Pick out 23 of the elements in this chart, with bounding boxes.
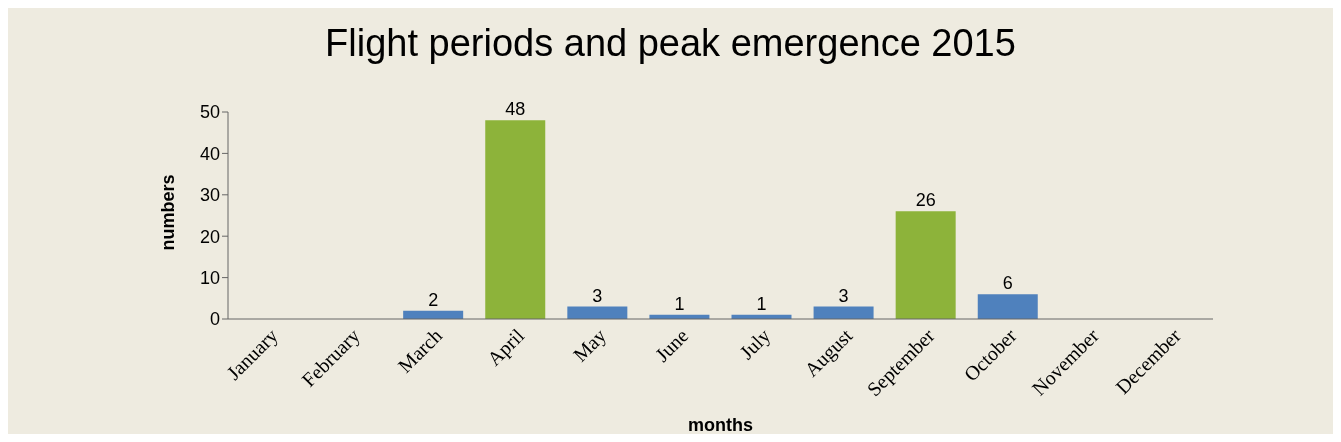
data-label: 1 — [756, 293, 767, 314]
y-tick-label: 30 — [199, 185, 220, 206]
y-tick-label: 40 — [199, 143, 220, 164]
chart-title: Flight periods and peak emergence 2015 — [324, 21, 1017, 66]
x-tick-label: July — [735, 324, 776, 365]
data-label: 48 — [505, 99, 526, 120]
y-axis-title: numbers — [158, 174, 179, 251]
data-label: 2 — [428, 289, 439, 310]
data-label: 3 — [592, 285, 603, 306]
bar — [895, 211, 956, 319]
y-tick-label: 0 — [209, 309, 220, 330]
bar — [977, 294, 1038, 319]
x-tick-label: May — [568, 324, 611, 367]
data-label: 26 — [915, 190, 936, 211]
y-tick-label: 50 — [199, 102, 220, 123]
y-tick-label: 20 — [199, 226, 220, 247]
data-label: 3 — [838, 285, 849, 306]
bar — [485, 120, 546, 319]
y-tick-label: 10 — [199, 267, 220, 288]
data-label: 6 — [1002, 273, 1013, 294]
x-tick-label: June — [650, 324, 693, 366]
x-axis-title: months — [688, 415, 753, 435]
data-label: 1 — [674, 293, 685, 314]
